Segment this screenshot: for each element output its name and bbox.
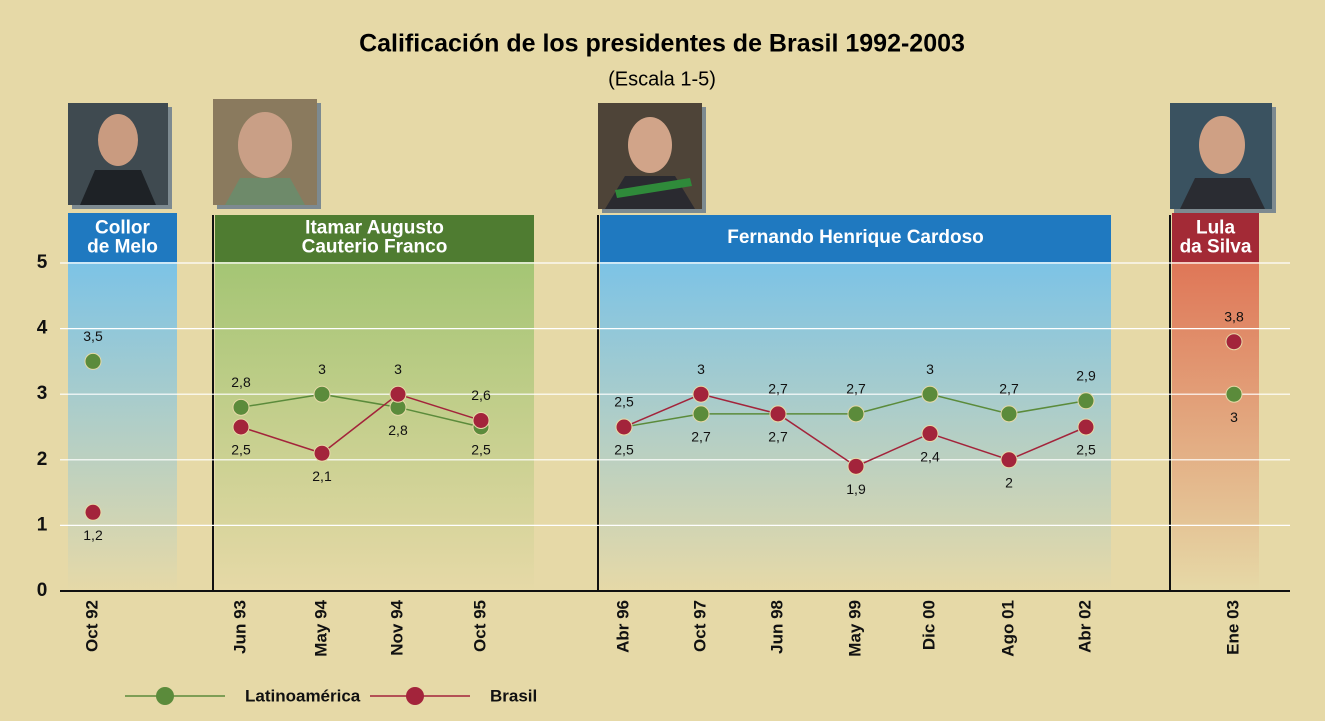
data-label: 3 [697,361,705,377]
data-point [1000,451,1018,469]
data-point [389,385,407,403]
data-label: 1,2 [83,527,103,543]
legend-marker [406,687,424,705]
data-label: 2,7 [768,429,788,445]
x-tick-label: Abr 02 [1075,600,1094,653]
data-label: 2,7 [691,429,711,445]
x-tick-label: Oct 92 [82,600,101,652]
data-point [84,352,102,370]
x-tick-label: Nov 94 [387,599,406,655]
x-tick-label: Abr 96 [613,600,632,653]
data-label: 2,5 [231,442,251,458]
period-label: Lula [1196,218,1235,239]
period-label: Cauterio Franco [302,237,448,258]
data-label: 3,5 [83,328,103,344]
period-panel [600,262,1111,591]
data-point [1077,418,1095,436]
data-label: 3 [926,361,934,377]
photos [68,99,1276,213]
data-point [472,411,490,429]
data-point [692,385,710,403]
data-label: 2,7 [846,381,866,397]
data-label: 2,7 [999,381,1019,397]
legend-marker [156,687,174,705]
data-point [1000,405,1018,423]
data-point [921,425,939,443]
data-label: 2,7 [768,381,788,397]
data-label: 2,5 [1076,442,1096,458]
x-tick-label: Jun 98 [767,600,786,654]
x-tick-label: Jun 93 [230,600,249,654]
data-point [84,503,102,521]
data-label: 3 [1230,409,1238,425]
data-point [1225,333,1243,351]
period-header [68,213,177,262]
data-label: 2,5 [471,442,491,458]
data-point [1225,385,1243,403]
data-point [232,398,250,416]
x-tick-label: Dic 00 [919,600,938,650]
chart-subtitle: (Escala 1-5) [608,68,716,90]
data-point [232,418,250,436]
legend-label: Latinoamérica [245,686,361,705]
y-tick-label: 2 [37,449,48,470]
data-label: 2,1 [312,468,332,484]
data-point [1077,392,1095,410]
period-label: da Silva [1180,237,1252,258]
y-tick-label: 0 [37,580,48,601]
period-header [1172,213,1259,262]
period-label: de Melo [87,237,158,258]
x-tick-label: May 94 [311,599,330,656]
period-panel [68,262,177,591]
x-tick-label: Oct 97 [690,600,709,652]
data-label: 2,5 [614,442,634,458]
y-tick-label: 1 [37,514,48,535]
data-label: 2,8 [388,422,408,438]
period-label: Collor [95,218,150,239]
x-tick-label: May 99 [845,600,864,657]
data-label: 3,8 [1224,308,1244,324]
data-point [313,444,331,462]
period-label: Fernando Henrique Cardoso [727,227,984,248]
data-point [847,457,865,475]
series-line [240,393,482,455]
legend-label: Brasil [490,686,537,705]
x-tick-label: Ene 03 [1223,600,1242,655]
data-label: 2,4 [920,448,940,464]
data-point [692,405,710,423]
y-tick-label: 5 [37,252,48,273]
series-line [240,393,482,428]
data-label: 1,9 [846,481,866,497]
data-label: 2,9 [1076,367,1096,383]
data-label: 2,8 [231,374,251,390]
data-point [615,418,633,436]
data-point [847,405,865,423]
data-label: 2,5 [614,394,634,410]
x-tick-label: Ago 01 [998,600,1017,657]
chart-title: Calificación de los presidentes de Brasi… [359,30,965,58]
period-header [600,215,1111,262]
data-point [769,405,787,423]
x-tick-label: Oct 95 [470,600,489,652]
data-label: 3 [318,361,326,377]
data-point [921,385,939,403]
data-label: 3 [394,361,402,377]
period-header [215,215,534,262]
y-tick-label: 4 [37,318,48,339]
period-label: Itamar Augusto [305,218,444,239]
y-tick-label: 3 [37,383,48,404]
period-panel [1172,262,1259,591]
data-point [313,385,331,403]
data-label: 2,6 [471,387,491,403]
data-label: 2 [1005,475,1013,491]
